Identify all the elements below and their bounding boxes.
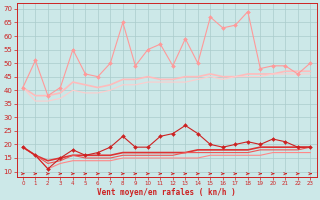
X-axis label: Vent moyen/en rafales ( kn/h ): Vent moyen/en rafales ( kn/h ) (97, 188, 236, 197)
